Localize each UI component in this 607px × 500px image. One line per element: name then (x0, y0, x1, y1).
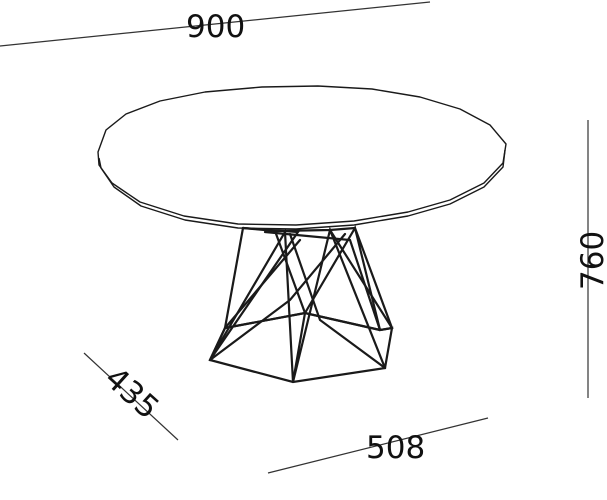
table-top (97, 85, 507, 230)
dimension-label-base-depth: 435 (98, 360, 166, 426)
base-strut-cross-1 (263, 230, 382, 332)
table-top-surface (97, 85, 507, 226)
table-top-edge (98, 149, 506, 230)
table-base-frame (208, 225, 394, 384)
base-strut-cross-2 (223, 238, 302, 330)
dimension-line-base-width (267, 417, 489, 474)
dimension-height: 760 (575, 120, 607, 398)
base-strut-cross-4 (208, 232, 347, 362)
base-strut-front-left (209, 226, 295, 384)
dimension-base-width: 508 (267, 417, 489, 474)
dimension-top-width: 900 (0, 1, 431, 47)
dimension-line-base-depth (83, 352, 179, 441)
base-strut-back-right (328, 228, 394, 330)
base-strut-cross-3 (288, 232, 387, 370)
dimension-base-depth: 435 (83, 352, 179, 441)
dimension-line-top-width (0, 1, 431, 47)
dimension-label-base-width: 508 (366, 430, 425, 466)
dimension-label-top-width: 900 (186, 9, 245, 45)
dimension-label-height: 760 (575, 231, 607, 290)
base-strut-back-left (208, 226, 300, 362)
base-strut-front-center (273, 226, 387, 383)
